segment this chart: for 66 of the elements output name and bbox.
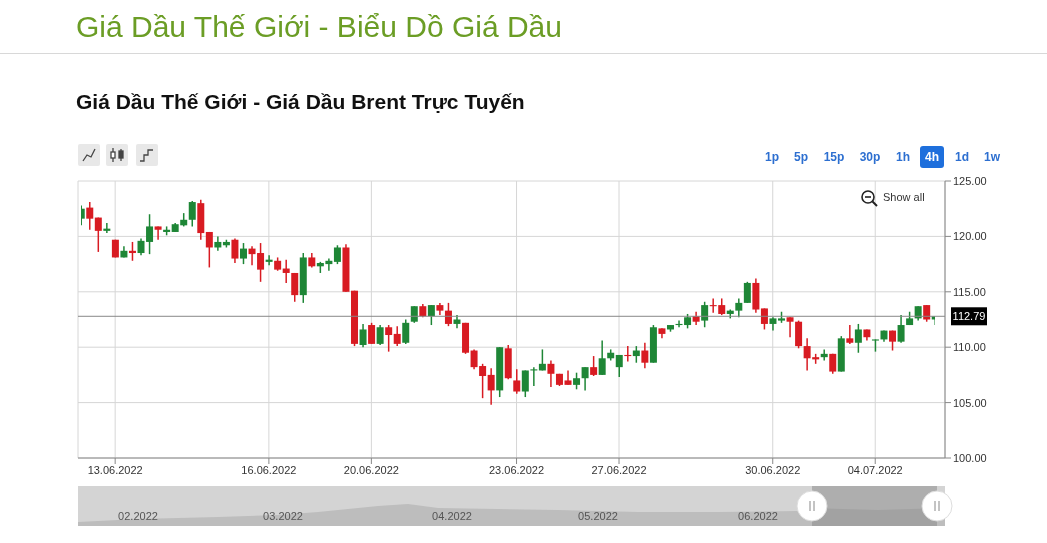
x-tick-label: 23.06.2022 [489,463,545,476]
candlestick [402,318,410,345]
x-tick-label: 04.07.2022 [847,463,903,476]
candlestick [521,369,529,398]
candlestick [487,367,495,406]
x-tick-label: 20.06.2022 [343,463,399,476]
candlestick [282,258,290,284]
y-tick-label: 125.00 [953,174,987,187]
candlestick [513,368,521,395]
text: 04.2022 [431,510,473,522]
candlestick [743,281,751,304]
candlestick [820,348,828,362]
text: 1d [954,149,970,166]
text: 30p [858,149,882,166]
text: 1h [895,149,911,166]
candlestick [427,304,435,326]
text: 5p [793,149,809,166]
candlestick [786,316,794,338]
chart-title: Giá Dầu Thế Giới - Biểu Dồ Giá Dầu [76,10,562,44]
candlestick [86,201,94,231]
candlestick [564,369,572,386]
candlestick [214,235,222,252]
candlestick [581,366,589,392]
candlestick [598,339,606,376]
text: 06.2022 [737,510,779,522]
candlestick [359,323,367,348]
candlestick [897,314,905,344]
candlestick [94,216,102,253]
text: 15p [822,149,846,166]
candlestick [239,242,247,265]
candlestick [590,355,598,377]
x-tick-label: 16.06.2022 [241,463,297,476]
text: 1p [764,149,780,166]
x-tick-label: 30.06.2022 [745,463,801,476]
x-tick-label: 13.06.2022 [87,463,143,476]
candlestick [735,297,743,319]
y-tick-label: 105.00 [953,396,987,409]
chart-subtitle: Giá Dầu Thế Giới - Giá Dầu Brent Trực Tuyến [76,90,525,114]
text: 1w [983,149,1001,166]
candlestick [547,359,555,388]
candlestick [154,225,162,241]
ref-line-label: 112.79 [952,310,986,323]
annotation: Show all [883,191,925,203]
y-tick-label: 100.00 [953,451,987,464]
y-tick-label: 115.00 [953,285,986,298]
candlestick [701,301,709,329]
y-tick-label: 120.00 [953,230,987,243]
candlestick [854,323,862,354]
candlestick [641,342,649,369]
text: 05.2022 [577,510,619,522]
candlestick [333,244,341,265]
text: 02.2022 [117,510,159,522]
candlestick [291,272,299,303]
candlestick [376,324,384,346]
candlestick [205,231,213,269]
candlestick [385,324,393,353]
candlestick [231,237,239,264]
text: 03.2022 [262,510,304,522]
candlestick [846,324,854,345]
text: 4h [920,146,944,168]
x-tick-label: 27.06.2022 [591,463,647,476]
candlestick [444,302,452,327]
candlestick [188,200,196,228]
y-tick-label: 110.00 [953,341,986,354]
candlestick [368,322,376,345]
candlestick [393,325,401,347]
